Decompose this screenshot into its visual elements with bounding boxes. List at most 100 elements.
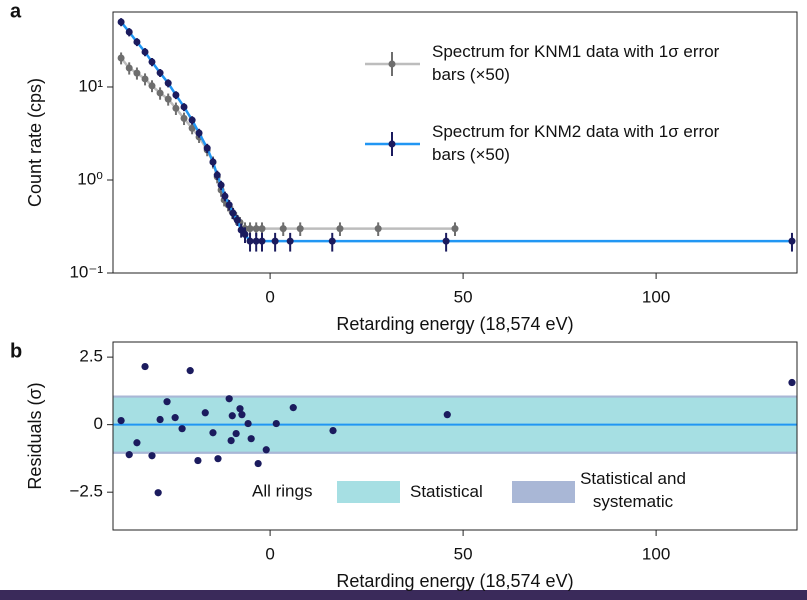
y-tick-label: 10⁻¹ xyxy=(69,262,103,281)
marker xyxy=(232,429,240,438)
legend-label: Statistical and systematic xyxy=(580,469,686,511)
marker xyxy=(164,79,172,87)
marker xyxy=(195,129,203,137)
marker xyxy=(188,116,196,124)
legend-label: Spectrum for KNM1 data with 1σ error bar… xyxy=(432,42,720,84)
marker xyxy=(788,378,796,387)
marker xyxy=(214,455,222,463)
marker xyxy=(171,414,179,422)
marker xyxy=(233,216,241,224)
marker xyxy=(186,367,194,375)
y-tick-label: −2.5 xyxy=(69,482,103,501)
legend-marker xyxy=(388,140,396,148)
marker xyxy=(246,225,254,233)
marker xyxy=(443,411,451,419)
marker xyxy=(229,209,237,217)
marker xyxy=(225,201,233,209)
marker xyxy=(336,225,344,233)
legend-marker xyxy=(388,60,396,68)
x-tick-label: 100 xyxy=(642,544,670,563)
marker xyxy=(244,419,252,428)
marker xyxy=(117,417,125,425)
x-tick-label: 0 xyxy=(265,544,274,563)
marker xyxy=(227,436,235,445)
marker xyxy=(258,225,266,233)
y-axis-label: Count rate (cps) xyxy=(25,78,45,207)
marker xyxy=(201,409,209,417)
x-tick-label: 100 xyxy=(642,287,670,306)
marker xyxy=(194,456,202,465)
legend-title: All rings xyxy=(252,481,312,500)
marker xyxy=(125,64,133,72)
marker xyxy=(258,237,266,245)
marker xyxy=(154,489,162,497)
y-tick-label: 2.5 xyxy=(79,347,103,366)
marker xyxy=(156,89,164,97)
marker xyxy=(148,82,156,90)
marker xyxy=(217,181,225,189)
marker xyxy=(228,412,236,420)
legend-swatch xyxy=(512,481,575,503)
marker xyxy=(141,362,149,371)
marker xyxy=(262,446,270,454)
panel-label: b xyxy=(10,340,22,362)
plot-frame xyxy=(112,341,798,531)
marker xyxy=(125,451,133,459)
marker xyxy=(451,225,459,233)
x-tick-label: 0 xyxy=(265,287,274,306)
marker xyxy=(246,237,254,245)
legend-label-box: Statistical xyxy=(410,482,483,501)
marker xyxy=(328,237,336,245)
marker xyxy=(209,429,217,437)
legend-label: Statistical xyxy=(410,482,483,501)
y-tick-label: 10¹ xyxy=(78,76,103,95)
marker xyxy=(254,459,262,468)
marker xyxy=(117,54,125,62)
marker xyxy=(241,230,249,238)
marker xyxy=(148,58,156,66)
marker xyxy=(289,404,297,412)
marker xyxy=(117,18,125,26)
marker xyxy=(247,435,255,443)
marker xyxy=(125,28,133,36)
plot-frame xyxy=(112,11,798,274)
marker xyxy=(236,405,244,413)
marker xyxy=(178,425,186,433)
marker xyxy=(209,158,217,166)
marker xyxy=(156,69,164,77)
marker xyxy=(788,237,796,245)
marker xyxy=(286,237,294,245)
marker xyxy=(442,237,450,245)
marker xyxy=(221,192,229,200)
marker xyxy=(141,48,149,56)
marker xyxy=(238,411,246,419)
marker xyxy=(164,95,172,103)
marker xyxy=(225,395,233,403)
marker xyxy=(272,419,280,428)
legend-label-box: Spectrum for KNM1 data with 1σ error bar… xyxy=(432,42,720,84)
marker xyxy=(163,398,171,406)
marker xyxy=(203,144,211,152)
x-tick-label: 50 xyxy=(454,544,473,563)
marker xyxy=(133,439,141,447)
x-axis-label: Retarding energy (18,574 eV) xyxy=(336,314,573,334)
marker xyxy=(252,237,260,245)
panel-label: a xyxy=(10,0,22,22)
marker xyxy=(213,171,221,179)
x-tick-label: 50 xyxy=(454,287,473,306)
marker xyxy=(172,104,180,112)
x-axis-label: Retarding energy (18,574 eV) xyxy=(336,571,573,591)
y-tick-label: 10⁰ xyxy=(77,169,103,188)
marker xyxy=(156,415,164,424)
marker xyxy=(188,124,196,132)
marker xyxy=(148,452,156,460)
marker xyxy=(296,225,304,233)
marker xyxy=(141,75,149,83)
marker xyxy=(329,426,337,435)
y-tick-label: 0 xyxy=(94,414,103,433)
legend-label-box: Spectrum for KNM2 data with 1σ error bar… xyxy=(432,122,719,164)
marker xyxy=(133,69,141,77)
legend-swatch xyxy=(337,481,400,503)
marker xyxy=(271,237,279,245)
